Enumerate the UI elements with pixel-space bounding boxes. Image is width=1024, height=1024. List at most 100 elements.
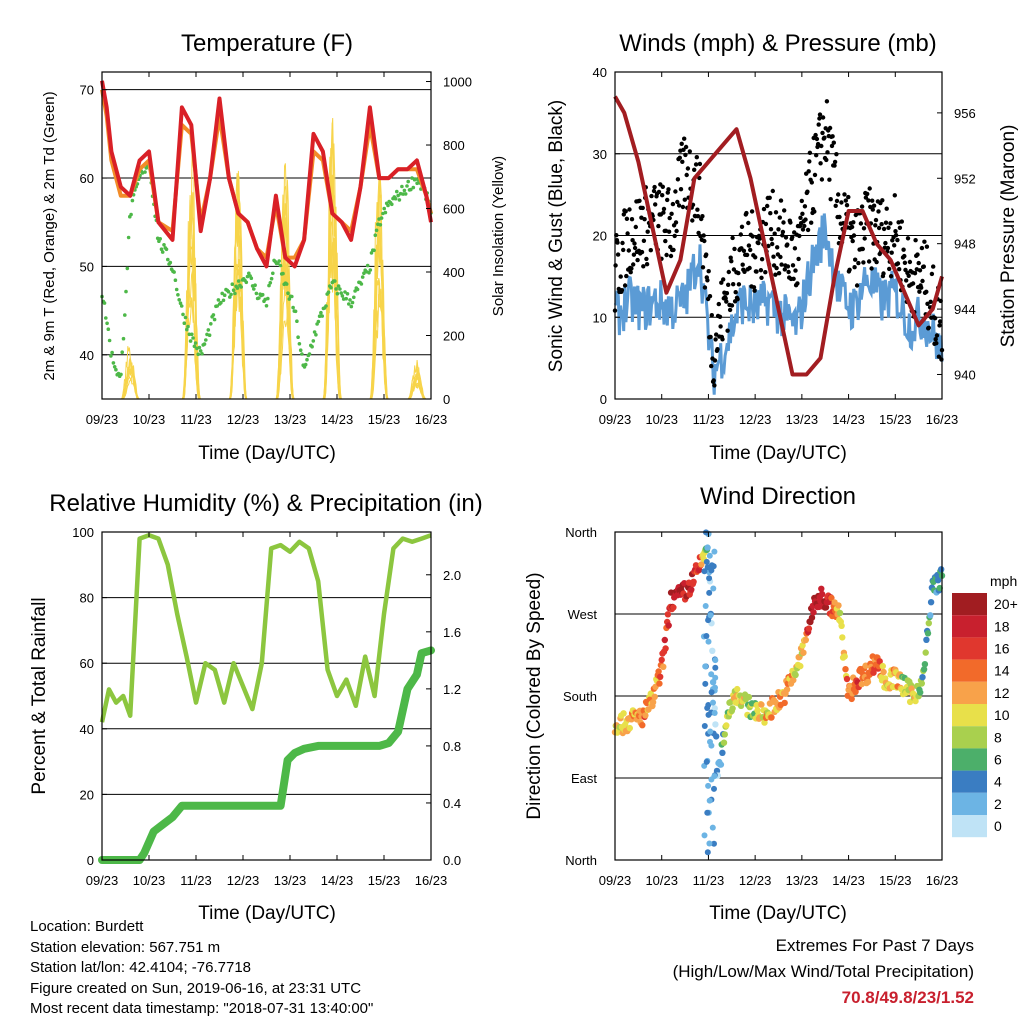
y-right-tick-label: 944 bbox=[954, 302, 976, 317]
y-tick-label: 30 bbox=[593, 147, 607, 162]
gust-point bbox=[630, 238, 635, 243]
y-right-tick-label: 1.6 bbox=[443, 625, 461, 640]
gust-point bbox=[788, 220, 793, 225]
gust-point bbox=[671, 247, 676, 253]
direction-tick-label: West bbox=[568, 607, 598, 622]
gust-point bbox=[706, 269, 711, 274]
dewpoint-point bbox=[185, 327, 189, 332]
gust-point bbox=[721, 277, 726, 282]
dewpoint-point bbox=[219, 300, 223, 305]
gust-point bbox=[695, 207, 700, 212]
direction-point bbox=[698, 561, 705, 568]
colorbar-label: 2 bbox=[994, 796, 1002, 812]
gust-point bbox=[720, 337, 725, 342]
gust-point bbox=[735, 297, 740, 302]
direction-point bbox=[688, 586, 695, 593]
temperature-ylabel: 2m & 9m T (Red, Orange) & 2m Td (Green) bbox=[41, 91, 58, 380]
direction-point bbox=[701, 723, 708, 729]
gust-point bbox=[709, 313, 714, 318]
gust-point bbox=[700, 214, 705, 219]
gust-point bbox=[819, 177, 825, 182]
direction-point bbox=[790, 676, 797, 684]
x-tick-label: 15/23 bbox=[879, 873, 912, 888]
gust-point bbox=[919, 285, 924, 290]
dewpoint-point bbox=[365, 263, 370, 268]
dewpoint-point bbox=[334, 287, 338, 291]
x-tick-label: 14/23 bbox=[832, 873, 865, 888]
gust-point bbox=[664, 252, 669, 258]
gust-point bbox=[651, 188, 657, 194]
gust-point bbox=[679, 141, 684, 146]
dewpoint-point bbox=[383, 210, 388, 215]
gust-point bbox=[775, 245, 780, 250]
direction-point bbox=[690, 578, 697, 585]
x-tick-label: 11/23 bbox=[180, 412, 212, 427]
y-tick-label: 100 bbox=[72, 525, 94, 540]
gust-point bbox=[707, 294, 713, 299]
direction-point bbox=[848, 695, 855, 703]
gust-point bbox=[883, 240, 888, 246]
gust-point bbox=[624, 216, 630, 221]
gust-point bbox=[695, 214, 701, 219]
gust-point bbox=[809, 180, 814, 185]
dewpoint-point bbox=[124, 289, 128, 294]
gust-point bbox=[759, 257, 765, 262]
extremes-title: Extremes For Past 7 Days bbox=[775, 936, 974, 955]
gust-point bbox=[783, 235, 789, 240]
dewpoint-point bbox=[269, 276, 274, 281]
direction-point bbox=[712, 684, 718, 691]
gust-point bbox=[796, 256, 801, 262]
gust-point bbox=[660, 184, 665, 189]
dewpoint-point bbox=[254, 291, 259, 296]
colorbar-swatch bbox=[952, 637, 987, 660]
direction-point bbox=[701, 832, 708, 839]
gust-point bbox=[833, 203, 838, 208]
y-tick-label: 60 bbox=[80, 656, 94, 671]
colorbar-label: 8 bbox=[994, 729, 1002, 745]
gust-point bbox=[832, 163, 837, 168]
gust-point bbox=[917, 268, 923, 273]
gust-point bbox=[905, 236, 911, 241]
solar-insolation-line bbox=[370, 294, 389, 400]
dewpoint-point bbox=[119, 372, 123, 377]
direction-point bbox=[808, 614, 816, 621]
y-tick-label: 40 bbox=[593, 65, 607, 80]
gust-point bbox=[849, 224, 855, 230]
dewpoint-point bbox=[293, 309, 298, 314]
gust-point bbox=[778, 198, 784, 203]
gust-point bbox=[912, 271, 918, 276]
gust-point bbox=[798, 215, 803, 220]
y-tick-label: 0 bbox=[87, 853, 94, 868]
gust-point bbox=[790, 234, 795, 240]
gust-point bbox=[622, 283, 628, 288]
gust-point bbox=[803, 217, 808, 222]
x-tick-label: 10/23 bbox=[645, 873, 678, 888]
gust-point bbox=[702, 285, 708, 290]
x-tick-label: 15/23 bbox=[368, 412, 401, 427]
gust-point bbox=[663, 238, 668, 244]
gust-point bbox=[899, 219, 904, 224]
gust-point bbox=[629, 266, 634, 271]
dewpoint-point bbox=[160, 250, 165, 254]
dewpoint-point bbox=[314, 333, 318, 337]
y-right-tick-label: 948 bbox=[954, 237, 976, 252]
gust-point bbox=[676, 203, 682, 208]
gust-point bbox=[670, 201, 676, 207]
x-tick-label: 11/23 bbox=[180, 873, 212, 888]
gust-point bbox=[786, 269, 791, 275]
gust-point bbox=[713, 337, 718, 342]
dewpoint-point bbox=[183, 315, 188, 320]
gust-point bbox=[888, 221, 893, 226]
gust-point bbox=[913, 238, 918, 243]
direction-point bbox=[921, 661, 929, 668]
direction-point bbox=[843, 675, 851, 683]
gust-point bbox=[677, 155, 682, 160]
gust-point bbox=[660, 193, 665, 198]
direction-point bbox=[705, 782, 712, 789]
gust-point bbox=[812, 172, 818, 178]
info-location: Location: Burdett bbox=[30, 918, 144, 935]
gust-point bbox=[675, 177, 681, 182]
solar-insolation-line bbox=[407, 381, 425, 400]
gust-point bbox=[632, 245, 638, 251]
direction-point bbox=[876, 658, 883, 665]
